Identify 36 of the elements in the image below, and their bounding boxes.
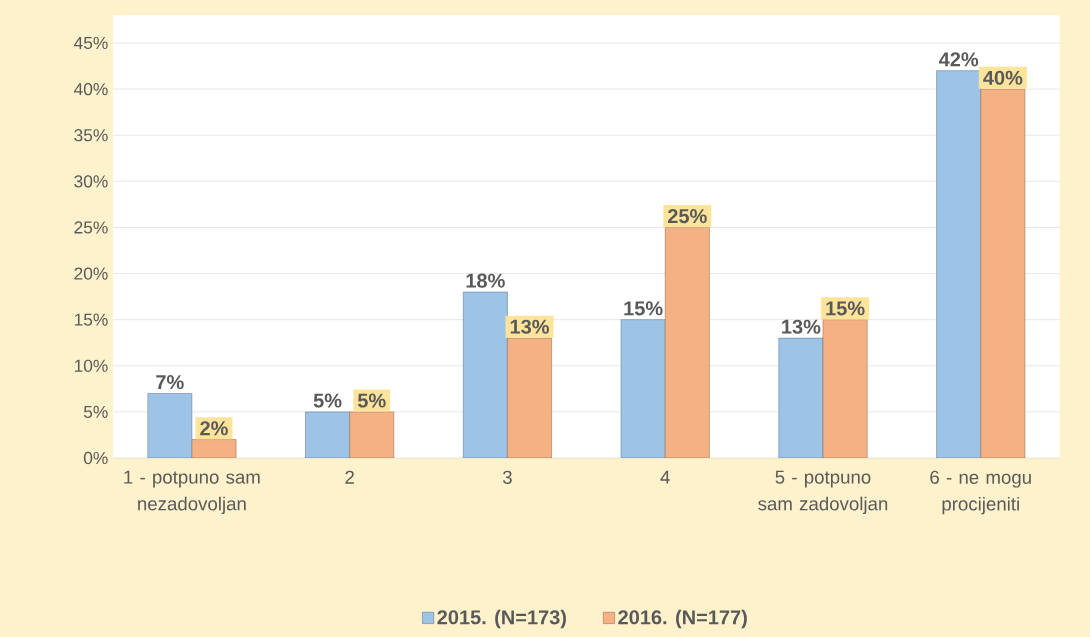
- x-tick-label: 6 - ne mogu procijeniti: [930, 470, 1031, 515]
- legend-label: 2016. (N=177): [618, 609, 747, 629]
- data-label: 7%: [156, 375, 184, 390]
- y-tick-label: 10%: [74, 359, 108, 372]
- data-label: 5%: [357, 393, 386, 408]
- y-tick-label: 0%: [83, 451, 108, 465]
- bar: [147, 393, 193, 458]
- data-label: 13%: [782, 319, 821, 334]
- y-tick-label: 20%: [74, 267, 108, 280]
- bar: [305, 411, 350, 458]
- x-tick-label: 1 - potpuno sam nezadovoljan: [124, 470, 260, 515]
- bar: [620, 319, 666, 458]
- legend-label: 2015. (N=173): [437, 609, 566, 629]
- y-tick-label: 40%: [74, 82, 108, 96]
- x-tick-label: 2: [345, 470, 354, 484]
- data-label: 5%: [313, 393, 342, 408]
- x-tick-label: 4: [660, 470, 670, 484]
- y-tick-label: 5%: [83, 405, 108, 418]
- data-label: 18%: [466, 273, 505, 288]
- x-tick-label: 5 - potpuno sam zadovoljan: [758, 470, 888, 515]
- bar: [778, 337, 824, 458]
- y-tick-label: 35%: [74, 129, 108, 142]
- y-tick-label: 25%: [74, 221, 108, 234]
- data-label: 2%: [200, 421, 228, 436]
- bar: [936, 70, 982, 458]
- data-label: 42%: [938, 52, 979, 67]
- x-tick-label: 3: [502, 470, 512, 484]
- data-label: 15%: [624, 301, 663, 316]
- y-tick-label: 30%: [74, 175, 108, 188]
- data-label: 40%: [983, 70, 1023, 85]
- data-label: 25%: [667, 209, 707, 224]
- data-label: 15%: [826, 301, 865, 316]
- y-tick-label: 45%: [74, 36, 108, 50]
- y-tick-label: 15%: [74, 313, 108, 326]
- bar: [463, 291, 508, 458]
- data-label: 13%: [510, 319, 550, 334]
